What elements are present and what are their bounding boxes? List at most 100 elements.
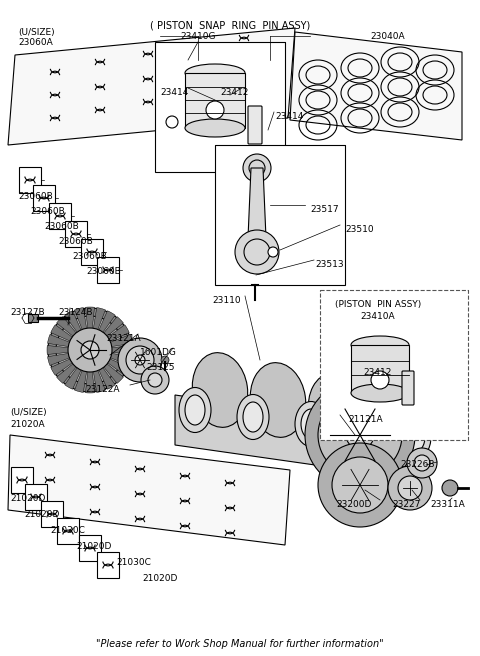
Text: 23060B: 23060B <box>30 207 65 216</box>
Circle shape <box>206 101 224 119</box>
Text: 23122A: 23122A <box>85 385 120 394</box>
Text: 23226B: 23226B <box>400 460 434 469</box>
Circle shape <box>442 480 458 496</box>
Wedge shape <box>90 317 123 350</box>
Bar <box>155 42 285 172</box>
Bar <box>25 484 47 510</box>
Wedge shape <box>51 325 90 350</box>
Circle shape <box>332 457 388 513</box>
Bar <box>49 203 71 229</box>
Circle shape <box>118 338 162 382</box>
Wedge shape <box>90 346 133 354</box>
Circle shape <box>243 154 271 182</box>
Circle shape <box>126 346 154 374</box>
Text: 23060A: 23060A <box>18 38 53 47</box>
Text: 23127B: 23127B <box>10 308 45 317</box>
Ellipse shape <box>237 394 269 440</box>
Text: (U/SIZE): (U/SIZE) <box>10 408 47 417</box>
Text: 21020D: 21020D <box>10 494 46 503</box>
Text: (U/SIZE): (U/SIZE) <box>18 28 55 37</box>
Circle shape <box>318 393 402 477</box>
Ellipse shape <box>351 384 409 402</box>
Text: 23410G: 23410G <box>180 32 216 41</box>
Text: 23060B: 23060B <box>86 267 121 276</box>
Text: 23060B: 23060B <box>44 222 79 231</box>
Text: ( PISTON  SNAP  RING  PIN ASSY): ( PISTON SNAP RING PIN ASSY) <box>150 20 310 30</box>
Ellipse shape <box>250 363 306 438</box>
Text: 23040A: 23040A <box>370 32 405 41</box>
Circle shape <box>48 308 132 392</box>
Ellipse shape <box>353 409 385 453</box>
Circle shape <box>388 466 432 510</box>
Text: 23412: 23412 <box>364 368 392 377</box>
Text: 1601DG: 1601DG <box>140 348 177 357</box>
Text: 23060B: 23060B <box>18 192 53 201</box>
Polygon shape <box>8 28 295 145</box>
Bar <box>57 518 79 544</box>
FancyBboxPatch shape <box>402 371 414 405</box>
Wedge shape <box>90 335 132 350</box>
Polygon shape <box>248 168 266 245</box>
Text: 23124B: 23124B <box>58 308 93 317</box>
Bar <box>81 239 103 265</box>
Text: 23110: 23110 <box>212 296 240 305</box>
Ellipse shape <box>308 373 364 447</box>
Bar <box>97 552 119 578</box>
Text: 21020D: 21020D <box>142 574 178 583</box>
Wedge shape <box>85 350 95 393</box>
Polygon shape <box>8 435 290 545</box>
Text: 23060B: 23060B <box>72 252 107 261</box>
Wedge shape <box>48 350 90 365</box>
Text: 23227: 23227 <box>392 500 420 509</box>
Wedge shape <box>90 325 129 350</box>
Wedge shape <box>74 350 90 392</box>
Bar <box>97 257 119 283</box>
Wedge shape <box>90 311 115 350</box>
Ellipse shape <box>295 401 327 447</box>
Bar <box>320 290 468 440</box>
Bar <box>41 501 63 527</box>
Ellipse shape <box>359 416 379 446</box>
Wedge shape <box>74 308 90 350</box>
Circle shape <box>81 341 99 359</box>
Wedge shape <box>51 350 90 375</box>
Wedge shape <box>85 307 95 350</box>
Circle shape <box>268 247 278 257</box>
Ellipse shape <box>192 353 248 427</box>
Text: (PISTON  PIN ASSY): (PISTON PIN ASSY) <box>335 300 421 309</box>
Ellipse shape <box>185 119 245 137</box>
Text: 21020D: 21020D <box>24 510 60 519</box>
Text: 23060B: 23060B <box>58 237 93 246</box>
Wedge shape <box>57 350 90 383</box>
Ellipse shape <box>366 382 422 457</box>
Text: 21030C: 21030C <box>116 558 151 567</box>
Ellipse shape <box>405 422 425 452</box>
Text: 23200D: 23200D <box>336 500 372 509</box>
Text: 23412: 23412 <box>220 88 248 97</box>
Bar <box>215 145 345 285</box>
Circle shape <box>68 328 112 372</box>
Circle shape <box>135 355 145 365</box>
Circle shape <box>161 356 169 364</box>
Bar <box>79 535 101 561</box>
Ellipse shape <box>351 336 409 354</box>
Ellipse shape <box>399 415 431 459</box>
Text: 23517: 23517 <box>310 205 338 214</box>
Text: 23410A: 23410A <box>360 312 396 321</box>
Wedge shape <box>90 350 115 389</box>
Ellipse shape <box>185 395 205 425</box>
Ellipse shape <box>243 402 263 432</box>
Ellipse shape <box>179 388 211 432</box>
Text: 23311A: 23311A <box>430 500 465 509</box>
Circle shape <box>305 380 415 490</box>
Circle shape <box>235 230 279 274</box>
Text: 21020A: 21020A <box>10 420 45 429</box>
Polygon shape <box>290 32 462 140</box>
Text: 23510: 23510 <box>345 225 373 234</box>
Text: 21030C: 21030C <box>50 526 85 535</box>
Wedge shape <box>90 350 106 392</box>
Polygon shape <box>175 395 420 480</box>
Circle shape <box>414 455 430 471</box>
Circle shape <box>398 476 422 500</box>
Bar <box>185 73 245 128</box>
